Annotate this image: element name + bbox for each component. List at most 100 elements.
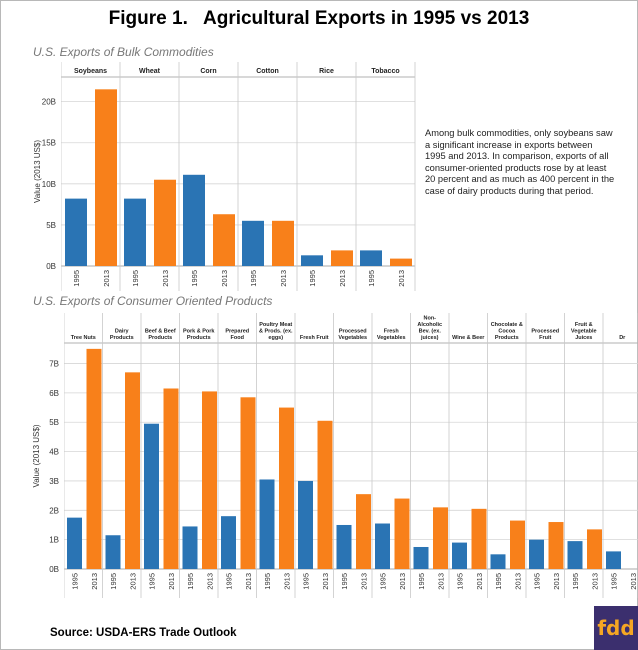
category-header: Chocolate & Cocoa Products — [491, 322, 523, 341]
year-tick-label: 1995 — [263, 573, 272, 590]
year-tick-label: 1995 — [109, 573, 118, 590]
year-tick-label: 2013 — [591, 573, 600, 590]
category-header: Processed Vegetables — [338, 329, 367, 342]
year-tick-label: 1995 — [190, 270, 199, 287]
category-header-line: Tree Nuts — [71, 335, 96, 341]
category-header: Corn — [200, 68, 216, 75]
category-header-line: Products — [148, 335, 172, 341]
year-tick-label: 1995 — [148, 573, 157, 590]
bar-1995 — [65, 198, 87, 266]
y-tick-label: 4B — [49, 448, 59, 457]
bulk-section-title: U.S. Exports of Bulk Commodities — [33, 45, 214, 59]
bar-2013 — [154, 179, 176, 266]
category-header: Tree Nuts — [71, 335, 96, 341]
category-header-line: Bev. (ex. — [419, 329, 442, 335]
bar-1995 — [105, 535, 121, 569]
bar-1995 — [490, 554, 506, 569]
year-tick-label: 2013 — [338, 270, 347, 287]
category-header-line: Alcoholic — [417, 322, 442, 328]
y-tick-label: 10B — [42, 180, 56, 189]
year-tick-label: 2013 — [437, 573, 446, 590]
category-header-line: Tobacco — [371, 68, 399, 75]
year-tick-label: 2013 — [514, 573, 523, 590]
year-tick-label: 2013 — [321, 573, 330, 590]
annotation-note: Among bulk commodities, only soybeans sa… — [425, 128, 615, 196]
category-header: Tobacco — [371, 68, 399, 75]
bar-1995 — [301, 255, 323, 266]
category-header: Fresh Fruit — [300, 335, 329, 341]
year-tick-label: 1995 — [249, 270, 258, 287]
category-header-line: Pork & Pork — [183, 329, 215, 335]
y-tick-label: 15B — [42, 139, 56, 148]
y-tick-label: 20B — [42, 98, 56, 107]
year-tick-label: 1995 — [72, 270, 81, 287]
category-header-line: Products — [187, 335, 211, 341]
category-header: Fruit & Vegetable Juices — [571, 322, 597, 341]
figure-title: Figure 1. Agricultural Exports in 1995 v… — [108, 8, 530, 29]
category-header-line: Vegetables — [338, 335, 367, 341]
year-tick-label: 2013 — [398, 573, 407, 590]
bar-1995 — [360, 250, 382, 266]
bar-2013 — [433, 507, 448, 569]
category-header-line: Wheat — [139, 68, 161, 75]
category-header-line: Wine & Beer — [452, 335, 485, 341]
bar-2013 — [394, 498, 410, 569]
category-header: Wheat — [139, 68, 161, 75]
bar-2013 — [125, 372, 140, 569]
year-tick-label: 2013 — [552, 573, 561, 590]
year-tick-label: 2013 — [129, 573, 138, 590]
bar-1995 — [182, 526, 198, 569]
category-header-line: Processed — [531, 329, 559, 335]
bar-1995 — [144, 423, 159, 569]
bar-1995 — [606, 551, 621, 569]
year-tick-label: 2013 — [167, 573, 176, 590]
category-header: Prepared Food — [225, 329, 249, 342]
year-tick-label: 1995 — [456, 573, 465, 590]
bar-2013 — [202, 391, 217, 569]
bar-1995 — [375, 523, 390, 569]
bar-1995 — [567, 541, 583, 569]
bar-1995 — [298, 480, 313, 569]
consumer-section-title: U.S. Exports of Consumer Oriented Produc… — [33, 294, 273, 308]
year-tick-label: 2013 — [206, 573, 215, 590]
y-tick-label: 3B — [49, 477, 59, 486]
bar-1995 — [336, 524, 352, 569]
y-tick-label: 5B — [49, 418, 59, 427]
category-header-line: Poultry Meat — [259, 322, 292, 328]
year-tick-label: 1995 — [131, 270, 140, 287]
category-header: Cotton — [256, 68, 279, 75]
category-header-line: Cocoa — [498, 329, 516, 335]
year-tick-label: 1995 — [340, 573, 349, 590]
year-tick-label: 1995 — [225, 573, 234, 590]
category-header-line: Vegetables — [377, 335, 406, 341]
bar-1995 — [221, 516, 236, 569]
bar-1995 — [242, 220, 264, 266]
bar-2013 — [240, 397, 256, 569]
bar-2013 — [510, 520, 525, 569]
category-header: Wine & Beer — [452, 335, 485, 341]
year-tick-label: 1995 — [533, 573, 542, 590]
bar-1995 — [452, 542, 467, 569]
bar-2013 — [163, 388, 179, 569]
category-header: Dr — [619, 335, 626, 341]
category-header-line: Processed — [339, 329, 367, 335]
year-tick-label: 1995 — [571, 573, 580, 590]
year-tick-label: 2013 — [283, 573, 292, 590]
bar-2013 — [587, 529, 602, 569]
category-header-line: Juices — [575, 335, 592, 341]
bar-2013 — [390, 258, 412, 266]
category-header: Rice — [319, 68, 334, 75]
category-header-line: Chocolate & — [491, 322, 523, 328]
bar-2013 — [331, 250, 353, 266]
bar-2013 — [356, 494, 371, 569]
bar-2013 — [279, 407, 294, 569]
category-header-line: Fresh — [384, 329, 400, 335]
y-tick-label: 5B — [46, 221, 56, 230]
category-header-line: juices) — [420, 335, 439, 341]
y-tick-label: 1B — [49, 536, 59, 545]
fdd-logo: fdd — [594, 606, 638, 650]
year-tick-label: 2013 — [244, 573, 253, 590]
